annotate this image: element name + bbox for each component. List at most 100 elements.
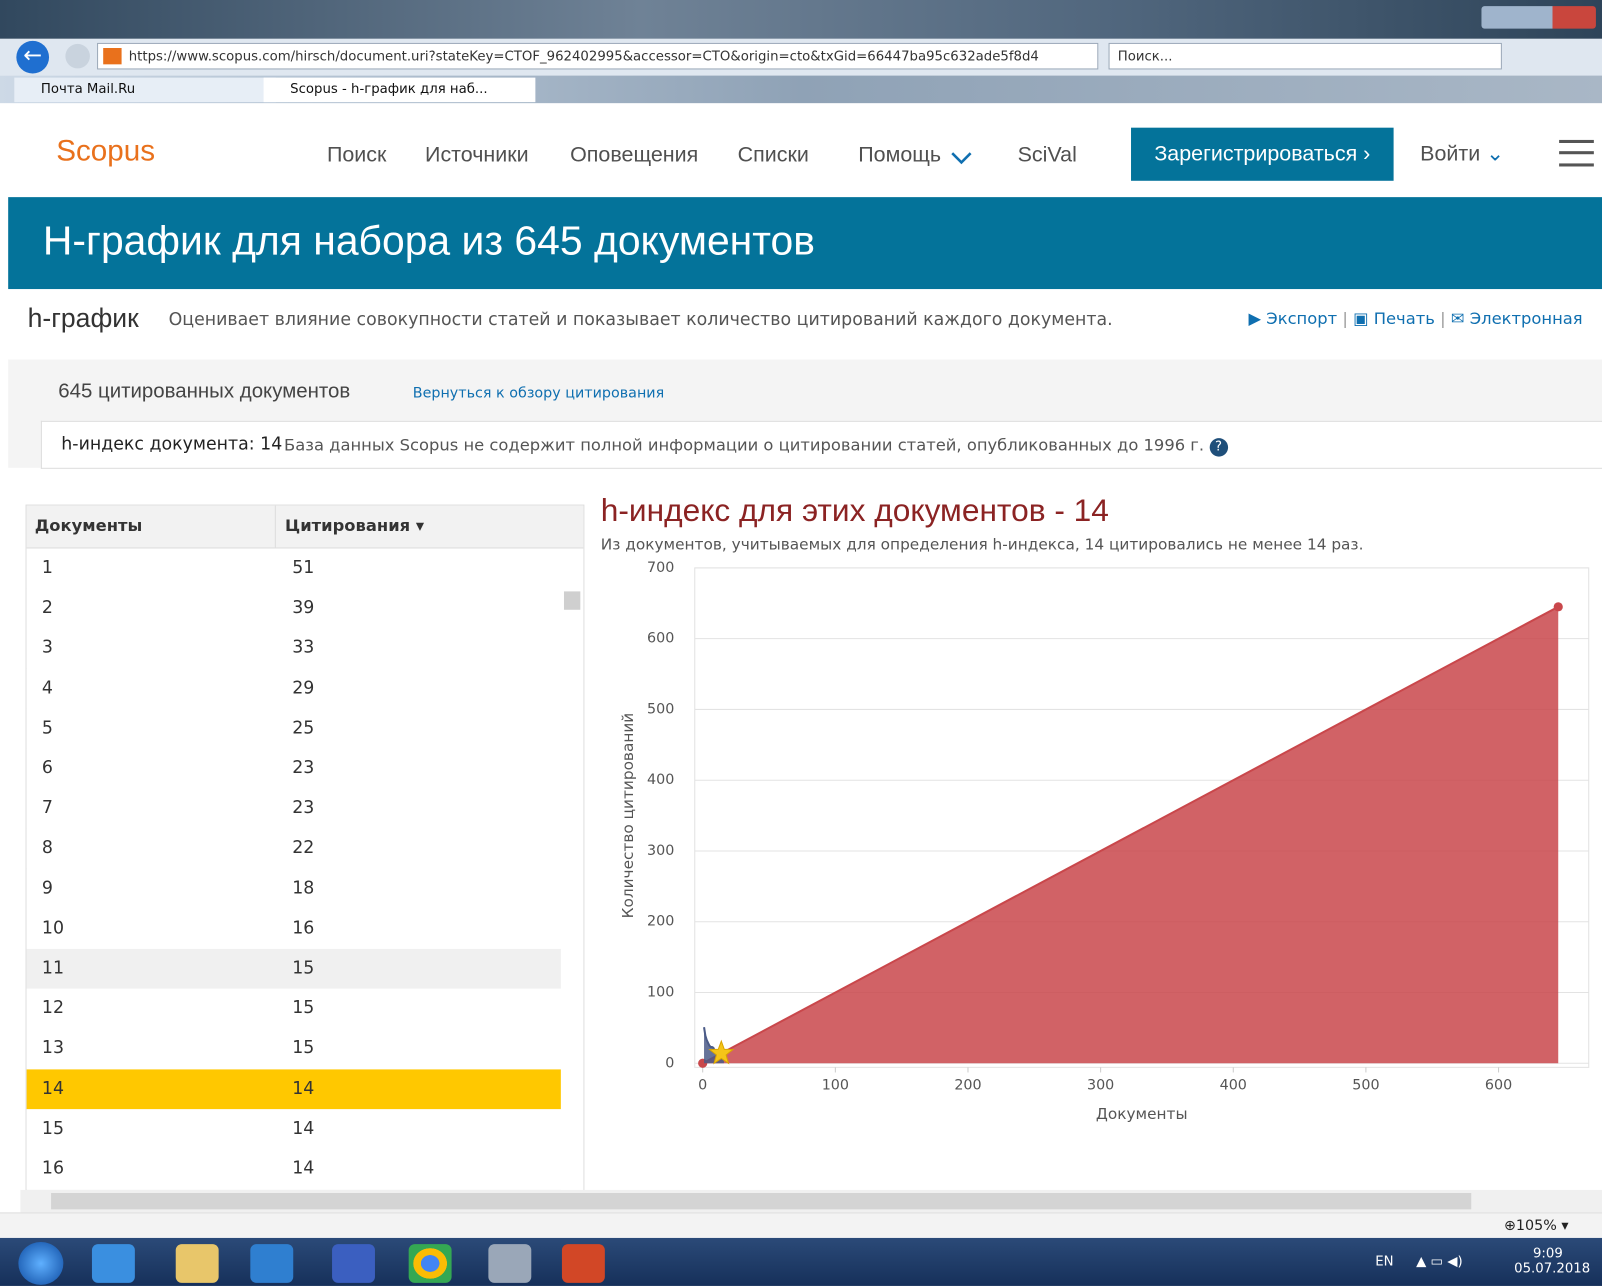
nav-item[interactable]: Помощь: [858, 143, 941, 168]
tab[interactable]: Почта Mail.Ru: [14, 78, 276, 103]
document-cell: 4: [42, 678, 53, 698]
language[interactable]: EN: [1375, 1254, 1393, 1269]
screen: ← https://www.scopus.com/hirsch/document…: [0, 0, 1602, 1286]
zoom-level[interactable]: ⊕105% ▾: [1504, 1218, 1569, 1234]
header-text: Цитирования: [285, 516, 410, 535]
h-scrollbar[interactable]: [20, 1190, 1602, 1212]
document-cell: 11: [42, 958, 64, 978]
document-cell: 3: [42, 638, 53, 658]
export-link[interactable]: ▶ Экспорт: [1249, 308, 1338, 327]
v-scrollbar[interactable]: [561, 548, 583, 1189]
taskbar-app[interactable]: [250, 1244, 293, 1283]
column-header[interactable]: Цитирования ▾: [285, 516, 424, 535]
page-title: H-график для набора из 645 документов: [43, 219, 815, 265]
nav-item[interactable]: SciVal: [1018, 143, 1077, 168]
citations-cell: 18: [292, 878, 314, 898]
tab-active[interactable]: Scopus - h-график для наб...: [264, 78, 536, 103]
nav-item[interactable]: Источники: [425, 143, 529, 168]
window-buttons[interactable]: [1481, 6, 1595, 28]
url-field[interactable]: https://www.scopus.com/hirsch/document.u…: [97, 43, 1098, 70]
start-button[interactable]: [18, 1242, 63, 1285]
taskbar-app[interactable]: [488, 1244, 531, 1283]
citations-cell: 22: [292, 838, 314, 858]
table-row[interactable]: 5 25: [27, 709, 561, 749]
zoom-text: 105%: [1516, 1218, 1557, 1234]
taskbar-app[interactable]: [332, 1244, 375, 1283]
section-description: Оценивает влияние совокупности статей и …: [169, 309, 1113, 329]
back-link[interactable]: Вернуться к обзору цитирования: [413, 385, 664, 401]
document-cell: 1: [42, 558, 53, 578]
menu-icon[interactable]: [1559, 140, 1594, 167]
status-bar: [0, 1212, 1602, 1239]
back-button[interactable]: ←: [16, 41, 49, 74]
actions: ▶ Экспорт | ▣ Печать | ✉ Электронная: [1249, 308, 1583, 327]
column-header[interactable]: Документы: [35, 516, 143, 535]
taskbar-app[interactable]: [409, 1244, 452, 1283]
document-cell: 6: [42, 758, 53, 778]
email-link[interactable]: ✉ Электронная: [1451, 308, 1583, 327]
document-cell: 10: [42, 918, 64, 938]
citations-cell: 14: [292, 1078, 314, 1098]
citations-cell: 23: [292, 758, 314, 778]
tab-title: Scopus - h-график для наб...: [290, 82, 487, 97]
register-label: Зарегистрироваться: [1154, 142, 1357, 165]
y-tick-label: 500: [647, 701, 674, 717]
tray-icons[interactable]: ▲ ▭ ◀): [1416, 1254, 1463, 1269]
taskbar: [0, 1238, 1602, 1286]
document-cell: 15: [42, 1118, 64, 1138]
table-row[interactable]: 6 23: [27, 749, 561, 789]
taskbar-app[interactable]: [562, 1244, 605, 1283]
title-bar: [0, 0, 1602, 39]
taskbar-app[interactable]: [92, 1244, 135, 1283]
y-tick-label: 300: [647, 843, 674, 859]
point: [1554, 602, 1563, 611]
table-row[interactable]: 14 14: [27, 1069, 561, 1109]
print-link[interactable]: ▣ Печать: [1353, 308, 1435, 327]
note-text: База данных Scopus не содержит полной ин…: [284, 435, 1204, 454]
y-tick-label: 700: [647, 560, 674, 576]
tab-title: Почта Mail.Ru: [41, 82, 135, 97]
page: ← https://www.scopus.com/hirsch/document…: [0, 0, 1602, 1286]
citations-cell: 39: [292, 598, 314, 618]
taskbar-app[interactable]: [176, 1244, 219, 1283]
action-label: Печать: [1374, 308, 1435, 327]
x-tick-label: 400: [1220, 1078, 1247, 1094]
chart-title: h-индекс для этих документов - 14: [601, 492, 1109, 529]
login-label: Войти: [1420, 142, 1480, 165]
citations-cell: 25: [292, 718, 314, 738]
document-cell: 16: [42, 1158, 64, 1178]
document-cell: 14: [42, 1078, 64, 1098]
y-tick-label: 600: [647, 631, 674, 647]
forward-button[interactable]: [65, 44, 90, 69]
y-tick-label: 400: [647, 772, 674, 788]
register-button[interactable]: Зарегистрироваться ›: [1131, 128, 1394, 181]
y-axis-label: Количество цитирований: [619, 713, 637, 919]
login[interactable]: Войти ⌄: [1420, 141, 1504, 167]
document-cell: 5: [42, 718, 53, 738]
citations-cell: 23: [292, 798, 314, 818]
y-tick-label: 200: [647, 914, 674, 930]
nav-item[interactable]: Списки: [738, 143, 809, 168]
nav-item[interactable]: Оповещения: [570, 143, 698, 168]
x-tick-label: 100: [822, 1078, 849, 1094]
nav-item[interactable]: Поиск: [327, 143, 386, 168]
help-icon[interactable]: ?: [1209, 438, 1227, 456]
logo[interactable]: Scopus: [56, 135, 155, 169]
time: 9:09: [1514, 1246, 1581, 1261]
search-field[interactable]: Поиск...: [1109, 43, 1502, 70]
search-placeholder: Поиск...: [1118, 49, 1173, 64]
